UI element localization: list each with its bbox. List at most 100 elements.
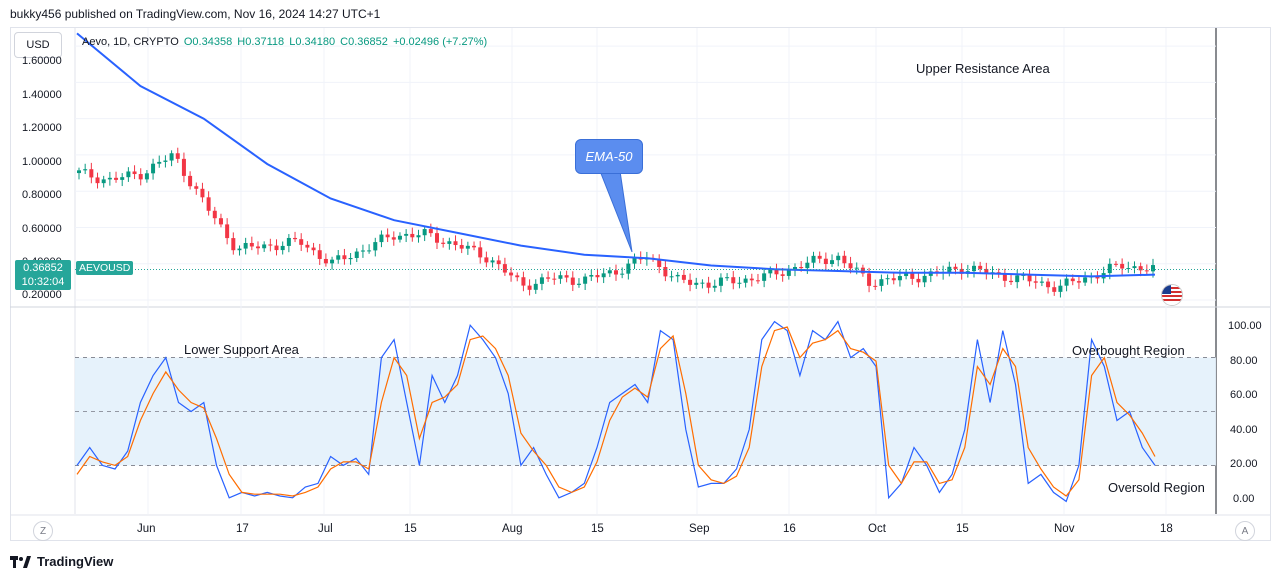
candle-body [533, 283, 538, 290]
x-tick: Sep [689, 523, 710, 535]
candle-body [731, 277, 736, 284]
candle-body [1009, 280, 1014, 283]
candle-body [842, 255, 847, 264]
low-value: L0.34180 [289, 36, 336, 48]
ema-50-line [76, 32, 1156, 278]
candle-body [700, 282, 705, 284]
candle-body [342, 255, 347, 260]
candle-body [589, 275, 594, 277]
candle-body [1144, 270, 1149, 272]
candle-body [225, 224, 230, 239]
osc-tick: 60.00 [1230, 389, 1258, 401]
candle-body [564, 275, 569, 278]
candle-body [274, 245, 279, 251]
candle-body [1076, 281, 1081, 283]
candle-body [502, 264, 507, 273]
candle-body [959, 268, 964, 274]
candle-body [725, 277, 730, 279]
candle-body [570, 277, 575, 285]
candle-body [428, 229, 433, 234]
candle-body [459, 245, 464, 249]
candle-body [83, 169, 88, 171]
candle-body [836, 255, 841, 261]
candle-body [663, 266, 668, 277]
symbol-label: Aevo, 1D, CRYPTO [82, 36, 179, 48]
candle-body [114, 177, 119, 180]
candle-body [706, 282, 711, 288]
candle-body [521, 277, 526, 286]
stoch-k-line [76, 320, 1156, 503]
candle-body [576, 283, 581, 285]
candle-body [299, 239, 304, 245]
osc-tick: 40.00 [1230, 424, 1258, 436]
candle-body [280, 245, 285, 251]
change-value: +0.02496 (+7.27%) [392, 36, 488, 48]
candle-body [391, 237, 396, 240]
x-tick: 15 [591, 523, 604, 535]
tradingview-logo[interactable]: TradingView [10, 554, 113, 569]
stoch-d-line [76, 326, 1156, 497]
candle-body [101, 179, 106, 184]
currency-button[interactable]: USD [14, 32, 62, 58]
x-tick: Aug [502, 523, 523, 535]
publish-info: bukky456 published on TradingView.com, N… [10, 7, 381, 21]
candle-body [823, 258, 828, 265]
candle-body [330, 259, 335, 264]
x-tick: Jul [318, 523, 333, 535]
x-tick: 17 [236, 523, 249, 535]
candle-body [484, 257, 489, 263]
candle-body [188, 175, 193, 187]
candle-body [107, 177, 112, 180]
candle-body [675, 274, 680, 277]
price-tick: 1.00000 [22, 156, 62, 168]
last-price-tag: 0.36852 10:32:04 [15, 260, 71, 290]
candle-body [1002, 273, 1007, 281]
x-tick: Jun [137, 523, 156, 535]
candle-body [910, 273, 915, 279]
candle-body [262, 244, 267, 249]
price-tick: 0.80000 [22, 189, 62, 201]
candle-body [163, 160, 168, 162]
open-value: O0.34358 [183, 36, 233, 48]
candle-body [626, 263, 631, 274]
candle-body [867, 273, 872, 286]
osc-tick: 80.00 [1230, 355, 1258, 367]
candle-body [496, 260, 501, 265]
x-tick: 18 [1160, 523, 1173, 535]
candle-body [1151, 265, 1155, 272]
candle-body [552, 278, 557, 280]
candle-body [780, 274, 785, 276]
candle-body [953, 266, 958, 269]
lower-support-label: Lower Support Area [184, 342, 299, 357]
candle-body [879, 279, 884, 286]
z-button[interactable]: Z [33, 521, 53, 541]
candle-body [527, 285, 532, 290]
candle-body [657, 258, 662, 267]
symbol-tag: AEVOUSD [76, 261, 134, 275]
candle-body [385, 234, 390, 238]
candle-body [237, 248, 242, 251]
candle-body [453, 241, 458, 246]
candle-body [311, 247, 316, 251]
x-tick: 15 [404, 523, 417, 535]
a-button[interactable]: A [1235, 521, 1255, 541]
candle-body [212, 210, 217, 219]
price-tick: 1.20000 [22, 122, 62, 134]
us-flag-icon [1161, 284, 1183, 306]
candle-body [478, 247, 483, 258]
candle-body [397, 235, 402, 240]
candle-body [360, 250, 365, 252]
candle-body [323, 258, 328, 264]
candle-body [305, 244, 310, 248]
candle-body [181, 158, 186, 176]
oversold-label: Oversold Region [1108, 480, 1205, 495]
candle-body [218, 218, 223, 225]
price-tick: 1.40000 [22, 89, 62, 101]
candle-body [1070, 278, 1075, 282]
candle-body [268, 244, 273, 246]
candle-body [416, 235, 421, 238]
candle-body [348, 257, 353, 260]
candle-body [558, 275, 563, 279]
candle-body [1033, 281, 1038, 283]
high-value: H0.37118 [237, 36, 285, 48]
